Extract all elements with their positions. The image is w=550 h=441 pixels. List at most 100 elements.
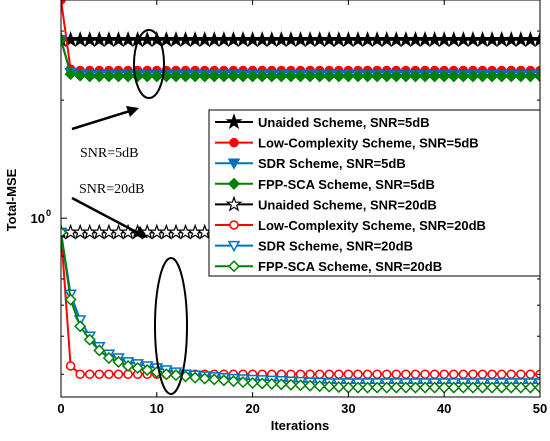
- snr20-arrowhead: [134, 226, 148, 238]
- series-7-point-28: [323, 380, 336, 393]
- series-3-point-29: [332, 70, 345, 83]
- series-3-point-25: [294, 70, 307, 83]
- series-5-point-1: [65, 361, 76, 371]
- series-7-point-19: [236, 376, 250, 389]
- series-7-point-44: [476, 381, 489, 394]
- series-5-point-28: [324, 369, 334, 380]
- series-5-point-41: [449, 369, 459, 380]
- series-3-point-39: [428, 70, 441, 83]
- series-5-point-42: [458, 369, 469, 380]
- series-7-point-6: [112, 355, 125, 368]
- series-7-point-9: [141, 363, 154, 377]
- series-3-point-15: [198, 70, 211, 83]
- series-7-point-26: [304, 379, 317, 392]
- legend-label-1: Low-Complexity Scheme, SNR=5dB: [258, 136, 479, 151]
- series-3-point-40: [438, 70, 451, 83]
- legend-label-6: SDR Scheme, SNR=20dB: [258, 239, 413, 254]
- series-3-point-22: [265, 70, 278, 83]
- legend-swatch-marker-6: [227, 240, 241, 253]
- series-5-point-29: [334, 369, 344, 380]
- series-3-point-42: [457, 70, 470, 83]
- series-3-point-9: [141, 70, 154, 83]
- legend-box: [208, 109, 541, 277]
- x-tick-label-5: 50: [533, 401, 547, 416]
- legend-item-7: FPP-SCA Scheme, SNR=20dB: [215, 259, 442, 274]
- series-5-point-36: [401, 369, 411, 380]
- series-3-point-34: [380, 70, 393, 83]
- series-3-point-3: [83, 70, 96, 83]
- series-3-point-49: [524, 70, 537, 83]
- legend-swatch-marker-2: [227, 158, 241, 170]
- series-3-point-1: [64, 68, 77, 81]
- series-1-point-0: [61, 0, 66, 5]
- series-7-point-47: [505, 381, 518, 394]
- series-7-point-43: [466, 381, 480, 394]
- series-7-point-46: [495, 381, 508, 394]
- legend-item-3: FPP-SCA Scheme, SNR=5dB: [215, 177, 435, 192]
- snr20-arrow: [71, 196, 141, 236]
- legend-label-0: Unaided Scheme, SNR=5dB: [258, 115, 430, 130]
- series-3-point-35: [390, 70, 403, 83]
- series-3-point-17: [217, 70, 230, 83]
- series-3-point-13: [179, 70, 192, 83]
- series-7-point-25: [294, 379, 307, 392]
- series-3-point-6: [112, 70, 125, 83]
- series-5-point-46: [496, 369, 507, 380]
- series-7-point-5: [102, 351, 115, 365]
- series-7-point-32: [361, 381, 374, 394]
- legend-swatch-marker-7: [227, 260, 241, 273]
- series-7-point-18: [227, 375, 240, 388]
- series-3-point-36: [399, 70, 412, 83]
- legend-label-7: FPP-SCA Scheme, SNR=20dB: [258, 259, 442, 274]
- series-3-point-21: [256, 70, 269, 83]
- legend-swatch-marker-4: [225, 195, 243, 212]
- series-5-point-48: [516, 369, 526, 380]
- series-3-point-26: [304, 70, 317, 83]
- annotation-snr5: SNR=5dB: [80, 146, 138, 161]
- series-3-point-30: [342, 70, 355, 83]
- series-0: [61, 30, 540, 48]
- series-7-point-1: [64, 293, 77, 306]
- snr5-arrow: [71, 109, 131, 131]
- series-3-point-46: [495, 70, 508, 83]
- legend-label-3: FPP-SCA Scheme, SNR=5dB: [258, 177, 435, 192]
- series-5-point-5: [104, 369, 114, 380]
- series-5-point-45: [487, 369, 497, 380]
- series-3-point-5: [102, 70, 115, 83]
- series-5-point-35: [391, 369, 402, 380]
- series-7-point-22: [265, 377, 278, 390]
- series-3-point-41: [447, 70, 460, 83]
- series-3-point-37: [409, 70, 422, 83]
- series-5-point-4: [94, 369, 105, 380]
- series-7-point-31: [351, 381, 365, 394]
- series-5-point-40: [439, 369, 449, 380]
- series-7: [61, 226, 540, 394]
- series-7-point-20: [246, 376, 259, 390]
- series-7-point-2: [74, 320, 87, 333]
- series-7-point-0: [61, 226, 68, 239]
- series-3-point-47: [505, 70, 518, 83]
- series-7-point-49: [524, 381, 537, 394]
- series-3-point-45: [486, 70, 499, 83]
- y-axis-label: Total-MSE: [4, 168, 19, 231]
- series-3-point-0: [61, 33, 68, 46]
- series-7-point-23: [275, 378, 288, 391]
- series-0-point-50: [531, 30, 540, 47]
- series-3-point-33: [371, 70, 384, 83]
- series-7-point-33: [371, 381, 384, 394]
- series-3-point-24: [284, 70, 297, 83]
- series-3-point-32: [361, 70, 374, 83]
- x-axis-label: Iterations: [271, 418, 330, 433]
- snr5-arrowhead: [126, 106, 139, 117]
- y-tick-superscript-0: 0: [46, 208, 51, 218]
- series-7-point-21: [256, 377, 269, 390]
- series-7-point-11: [160, 368, 173, 381]
- series-5-point-47: [506, 369, 517, 380]
- series-5-point-34: [381, 369, 392, 380]
- x-tick-label-4: 40: [437, 401, 451, 416]
- series-3-point-28: [323, 70, 336, 83]
- legend-item-2: SDR Scheme, SNR=5dB: [215, 156, 406, 171]
- series-3-point-31: [351, 70, 365, 83]
